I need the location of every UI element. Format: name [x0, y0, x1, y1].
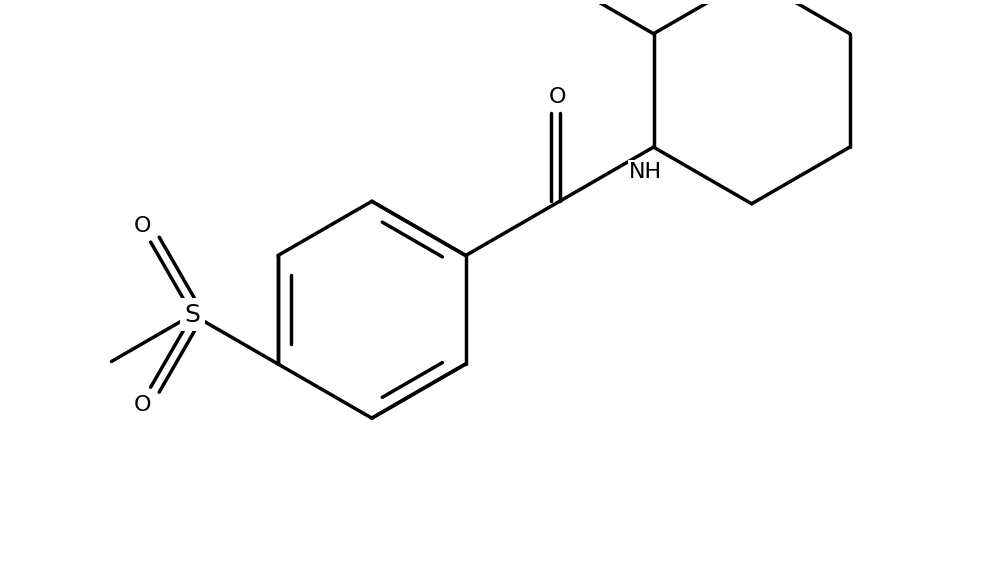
Text: S: S — [185, 303, 201, 327]
Text: O: O — [134, 217, 151, 236]
Text: NH: NH — [629, 162, 662, 182]
Text: O: O — [549, 87, 567, 107]
Text: O: O — [134, 395, 151, 415]
